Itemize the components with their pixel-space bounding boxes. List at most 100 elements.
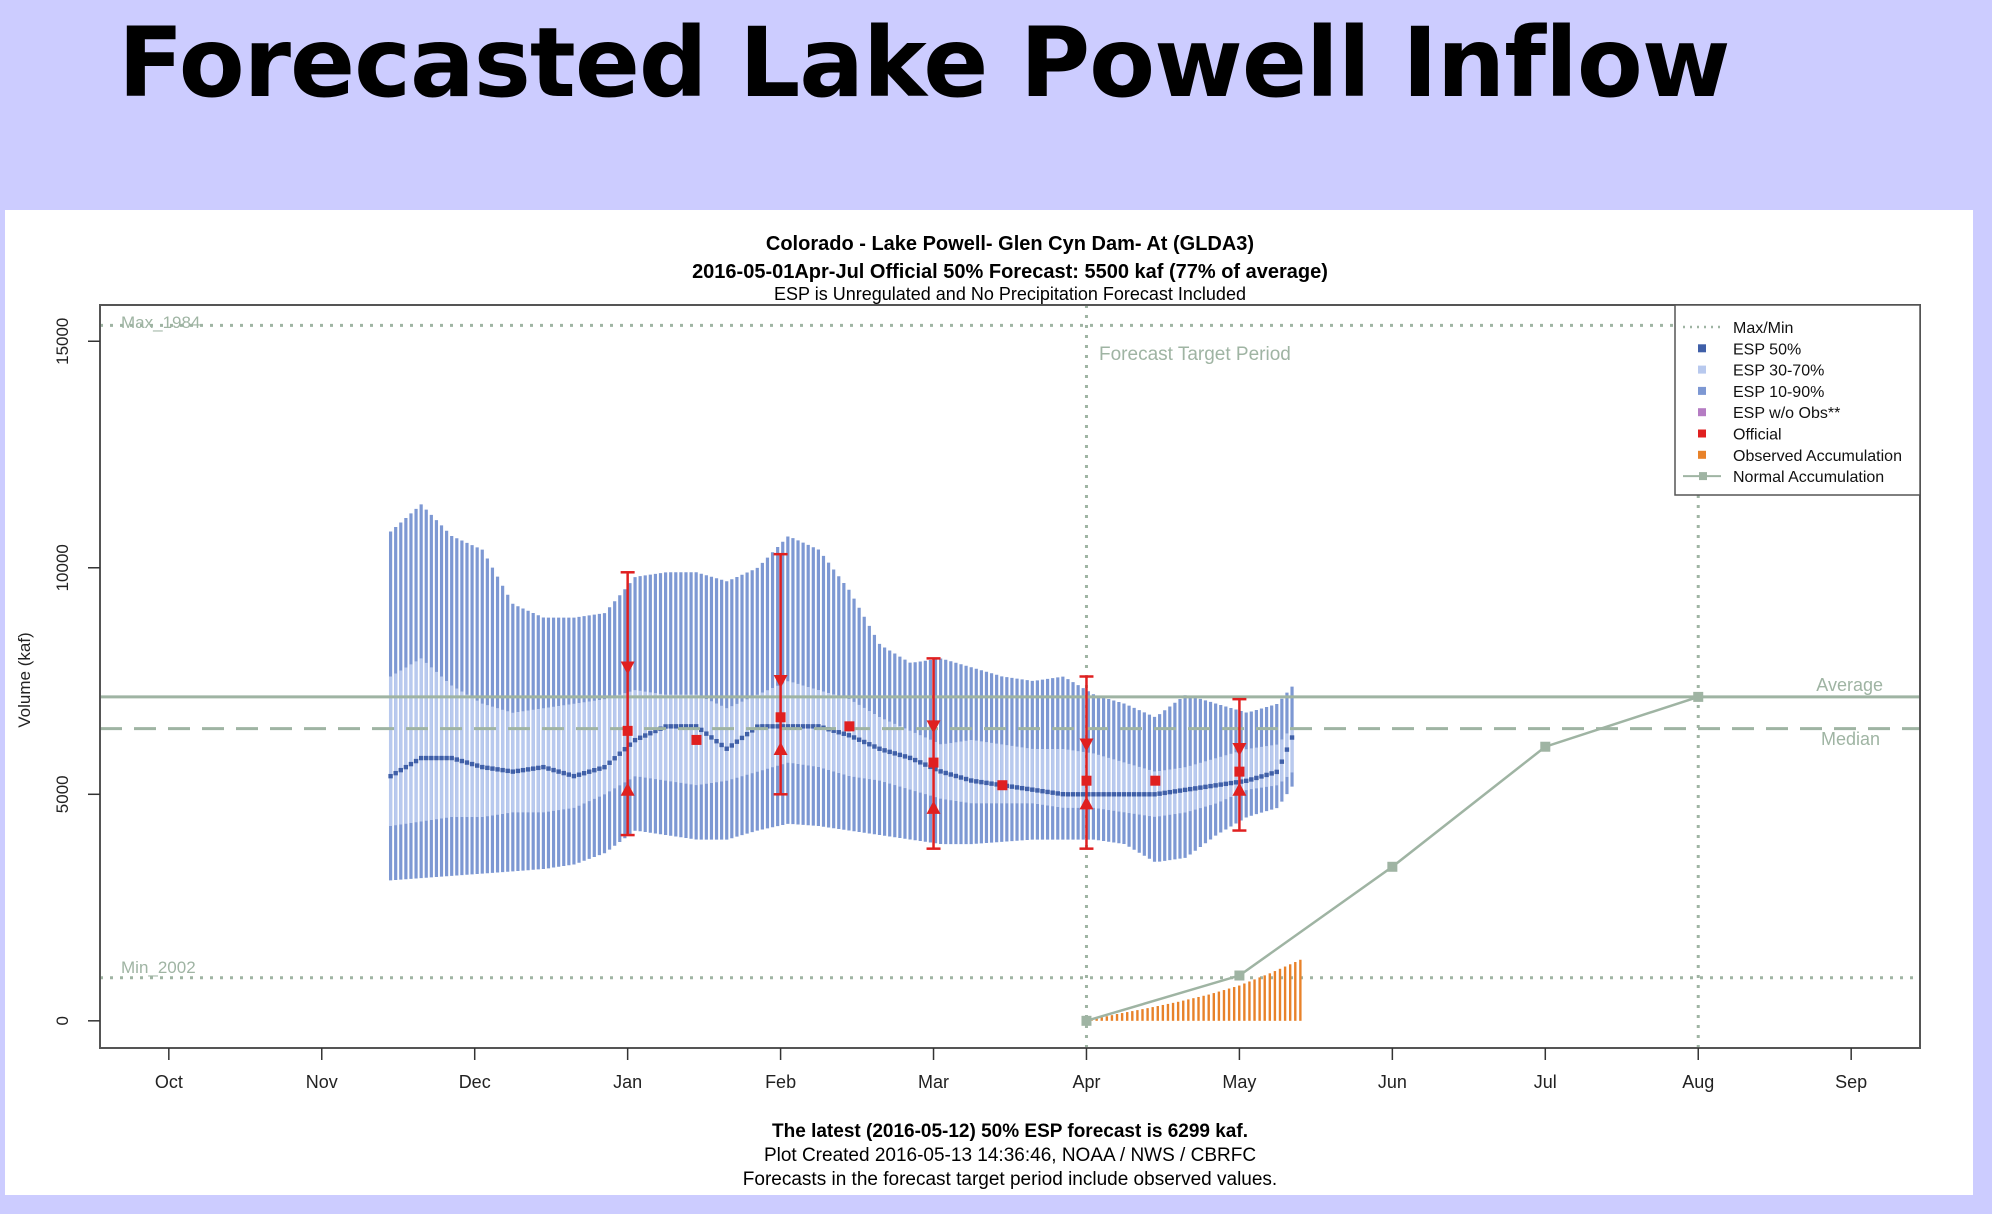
esp-50-point	[576, 772, 582, 777]
esp-50-point	[454, 757, 459, 762]
official-70-marker	[773, 675, 788, 689]
esp-50-point	[622, 746, 628, 752]
esp-50-point	[1269, 771, 1274, 776]
esp-50-point	[1274, 769, 1279, 775]
esp-50-point	[561, 770, 566, 776]
forecast-target-label: Forecast Target Period	[1099, 344, 1291, 365]
esp-50-point	[856, 737, 862, 742]
esp-50-point	[617, 751, 622, 756]
official-70-marker	[620, 661, 635, 675]
esp-50-point	[1121, 792, 1127, 797]
esp-50-point	[744, 731, 750, 737]
esp-50-point	[541, 764, 546, 770]
esp-50-point	[1075, 792, 1081, 797]
esp-50-point	[434, 755, 439, 761]
esp-50-point	[882, 748, 887, 753]
esp-50-point	[1142, 792, 1147, 797]
esp-50-point	[755, 724, 760, 729]
esp-50-point	[1126, 792, 1132, 797]
esp-50-point	[1070, 792, 1076, 797]
esp-50-point	[1203, 784, 1208, 790]
esp-50-point	[1040, 788, 1045, 794]
legend-box	[1674, 304, 1921, 496]
esp-50-point	[811, 724, 816, 729]
average-label: Average	[1816, 675, 1883, 695]
esp-50-point	[1014, 785, 1020, 790]
esp-50-point	[800, 724, 806, 729]
esp-50-point	[770, 724, 775, 729]
legend-marker-5	[1698, 429, 1706, 438]
official-50-point	[844, 721, 855, 732]
esp-50-point	[699, 727, 704, 733]
esp-50-point	[1081, 792, 1086, 797]
esp-50-point	[546, 766, 551, 771]
esp-50-point	[923, 762, 928, 767]
esp-50-point	[1030, 787, 1035, 792]
esp-50-point	[1137, 792, 1142, 797]
legend-marker-3	[1698, 386, 1706, 395]
esp-50-point	[836, 730, 841, 735]
esp-50-point	[831, 728, 836, 733]
esp-50-point	[1035, 788, 1040, 793]
esp-50-point	[1244, 778, 1249, 784]
esp-50-point	[958, 775, 964, 780]
esp-50-point	[1218, 782, 1223, 787]
x-tick-label: Mar	[918, 1072, 949, 1092]
official-50-point	[928, 757, 939, 768]
legend-label: Normal Accumulation	[1733, 469, 1884, 486]
normal-accumulation-point	[1387, 861, 1398, 872]
esp-50-point	[872, 744, 877, 749]
y-tick-label: 0	[53, 1016, 72, 1025]
esp-50-point	[1259, 774, 1264, 779]
esp-50-point	[627, 742, 633, 747]
legend-label: Max/Min	[1733, 320, 1793, 337]
esp-50-point	[424, 755, 429, 761]
esp-50-point	[1213, 783, 1218, 788]
esp-50-point	[597, 766, 602, 771]
esp-50-point	[683, 724, 689, 729]
esp-50-point	[551, 767, 556, 773]
esp-50-point	[933, 766, 938, 772]
esp-50-point	[648, 731, 653, 736]
esp-50-point	[1096, 792, 1101, 797]
esp-50-point	[719, 742, 724, 748]
normal-accumulation-line	[1086, 695, 1699, 1023]
esp-50-point	[515, 768, 521, 774]
x-tick-label: Jun	[1378, 1072, 1407, 1092]
official-50-point	[997, 780, 1008, 791]
x-tick-label: Oct	[155, 1072, 183, 1092]
normal-accumulation-point	[1540, 741, 1551, 752]
esp-50-point	[413, 758, 419, 764]
x-tick-label: Aug	[1682, 1072, 1714, 1092]
y-tick-label: 15000	[53, 318, 72, 365]
esp-50-point	[505, 768, 510, 774]
esp-50-point	[602, 764, 607, 770]
esp-50-point	[729, 743, 735, 748]
esp-50-point	[918, 760, 923, 765]
esp-50-point	[1172, 789, 1178, 794]
footer-line-3: Forecasts in the forecast target period …	[743, 1169, 1277, 1190]
official-30-marker	[1232, 782, 1247, 796]
esp-50-point	[968, 778, 974, 783]
esp-50-point	[897, 752, 903, 758]
esp-50-point	[688, 724, 694, 729]
esp-50-point	[485, 765, 490, 771]
chart-note: ESP is Unregulated and No Precipitation …	[774, 284, 1246, 304]
esp-50-point	[464, 760, 470, 765]
y-tick-label: 10000	[53, 544, 72, 591]
esp-50-point	[592, 767, 597, 773]
min-label: Min_2002	[121, 958, 196, 977]
esp-50-point	[1284, 747, 1290, 752]
esp-50-point	[984, 780, 989, 786]
esp-50-point	[1249, 777, 1254, 782]
esp-50-point	[1223, 781, 1229, 787]
esp-50-point	[974, 779, 979, 784]
esp-50-point	[474, 763, 480, 768]
esp-50-point	[643, 733, 648, 738]
x-tick-label: Dec	[459, 1072, 491, 1092]
esp-50-point	[429, 755, 434, 761]
esp-50-point	[1289, 735, 1295, 740]
esp-50-point	[1019, 785, 1025, 791]
esp-50-point	[469, 761, 475, 767]
esp-50-point	[1091, 792, 1096, 797]
